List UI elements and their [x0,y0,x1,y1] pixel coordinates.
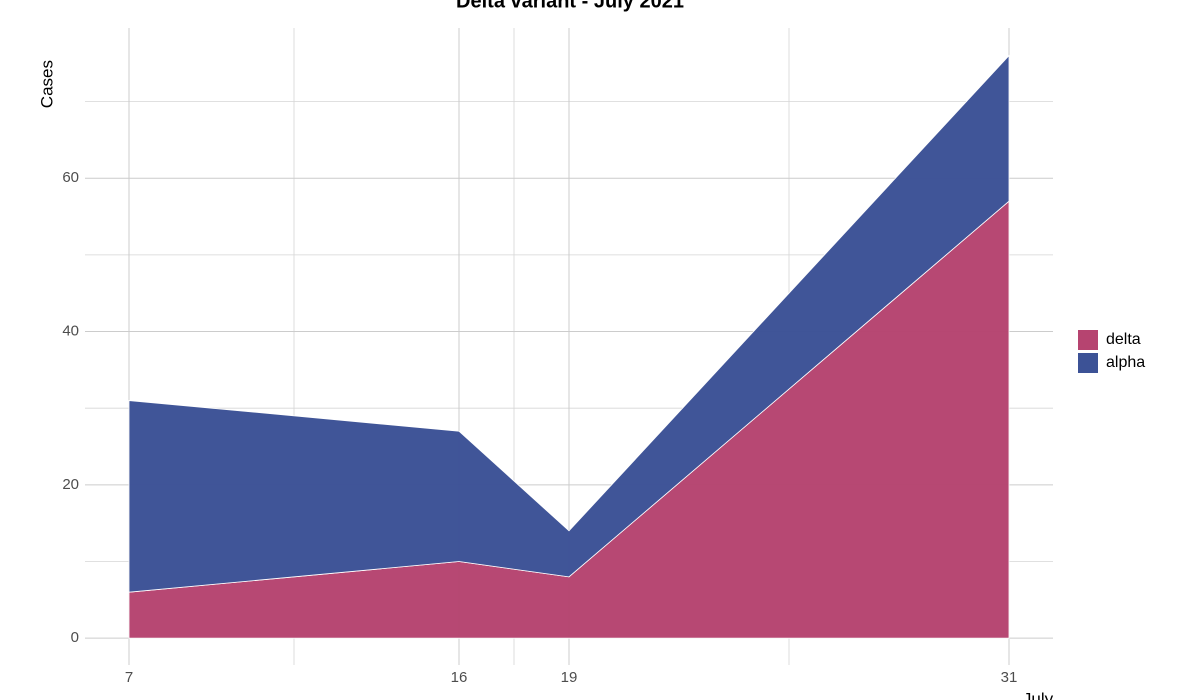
legend-swatch [1078,353,1098,373]
x-tick-label: 19 [561,669,578,686]
x-axis-title: July [1023,689,1054,700]
legend-swatch [1078,330,1098,350]
y-tick-label: 20 [62,476,79,493]
y-axis-title: Cases [37,60,56,108]
y-tick-label: 40 [62,323,79,340]
y-tick-label: 60 [62,169,79,186]
area [128,54,1010,593]
x-tick-label: 7 [125,669,133,686]
y-tick-label: 0 [71,629,79,646]
legend-label: delta [1106,331,1141,348]
legend-label: alpha [1106,354,1145,371]
x-tick-label: 16 [451,669,468,686]
chart-title: Delta variant - July 2021 [456,0,684,12]
x-tick-label: 31 [1001,669,1018,686]
